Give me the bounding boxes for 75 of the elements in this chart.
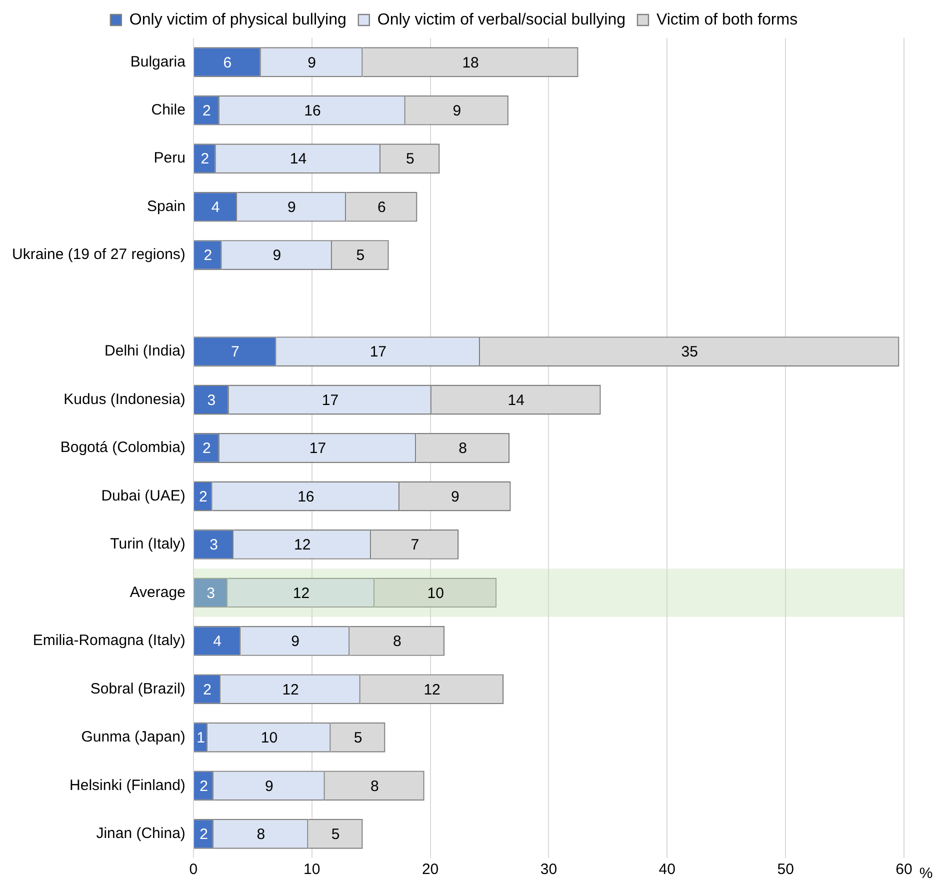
y-tick-label: Helsinki (Finland) bbox=[70, 776, 186, 794]
y-tick-label: Turin (Italy) bbox=[110, 536, 186, 553]
data-label: 1 bbox=[196, 730, 205, 747]
x-tick-label: 40 bbox=[658, 861, 676, 878]
y-tick-label: Spain bbox=[147, 198, 186, 215]
x-tick-label: 50 bbox=[777, 861, 794, 878]
data-label: 2 bbox=[200, 150, 210, 168]
data-label: 10 bbox=[427, 584, 444, 602]
data-label: 12 bbox=[292, 584, 310, 602]
data-label: 16 bbox=[304, 102, 321, 120]
data-label: 7 bbox=[410, 536, 420, 554]
y-tick-label: Average bbox=[130, 584, 186, 601]
y-tick-label: Chile bbox=[151, 101, 186, 118]
data-label: 12 bbox=[282, 681, 299, 698]
y-tick-label: Dubai (UAE) bbox=[101, 487, 186, 504]
data-label: 9 bbox=[452, 102, 462, 120]
data-label: 5 bbox=[354, 730, 362, 747]
data-label: 14 bbox=[290, 150, 307, 168]
x-tick-label: 20 bbox=[422, 861, 439, 878]
data-label: 2 bbox=[198, 488, 208, 506]
data-label: 8 bbox=[458, 440, 468, 458]
data-label: 7 bbox=[230, 344, 240, 361]
data-label: 2 bbox=[202, 440, 211, 458]
y-tick-label: Ukraine (19 of 27 regions) bbox=[12, 246, 186, 264]
data-label: 9 bbox=[308, 54, 316, 72]
data-label: 12 bbox=[424, 681, 440, 698]
x-tick-label: 0 bbox=[189, 861, 198, 878]
data-label: 6 bbox=[378, 198, 386, 216]
data-label: 2 bbox=[203, 681, 212, 698]
x-tick-label: 60 bbox=[896, 861, 912, 878]
y-tick-label: Peru bbox=[154, 150, 186, 167]
data-label: 4 bbox=[211, 198, 220, 216]
x-axis-title: % bbox=[919, 865, 933, 882]
data-label: 5 bbox=[331, 826, 340, 844]
data-label: 6 bbox=[223, 54, 232, 72]
data-label: 2 bbox=[200, 778, 208, 795]
y-tick-label: Bogotá (Colombia) bbox=[60, 439, 186, 456]
data-label: 5 bbox=[356, 247, 365, 264]
data-label: 35 bbox=[681, 344, 698, 361]
data-label: 12 bbox=[294, 536, 311, 554]
data-label: 9 bbox=[291, 633, 300, 650]
data-label: 10 bbox=[260, 730, 278, 747]
data-label: 9 bbox=[288, 198, 296, 216]
data-label: 14 bbox=[508, 392, 524, 409]
data-label: 8 bbox=[256, 826, 266, 844]
data-label: 9 bbox=[450, 488, 460, 506]
y-tick-label: Emilia-Romagna (Italy) bbox=[32, 632, 186, 650]
data-label: 8 bbox=[370, 778, 379, 795]
data-label: 16 bbox=[298, 488, 314, 506]
data-label: 2 bbox=[200, 826, 208, 844]
data-label: 5 bbox=[406, 150, 414, 168]
data-label: 9 bbox=[272, 247, 282, 264]
data-label: 2 bbox=[202, 102, 211, 120]
x-tick-label: 10 bbox=[304, 861, 320, 878]
legend-label: Only victim of physical bullying bbox=[129, 11, 346, 28]
legend-label: Only victim of verbal/social bullying bbox=[377, 11, 626, 28]
data-label: 4 bbox=[213, 633, 222, 650]
y-tick-label: Jinan (China) bbox=[96, 825, 186, 842]
data-label: 17 bbox=[322, 392, 339, 409]
data-label: 9 bbox=[265, 778, 274, 795]
y-tick-label: Sobral (Brazil) bbox=[90, 680, 186, 698]
y-tick-label: Kudus (Indonesia) bbox=[64, 390, 186, 408]
y-tick-label: Bulgaria bbox=[130, 53, 186, 70]
x-tick-label: 30 bbox=[540, 861, 558, 878]
data-label: 3 bbox=[210, 536, 218, 554]
data-label: 17 bbox=[309, 440, 326, 458]
data-label: 8 bbox=[392, 633, 402, 650]
y-tick-label: Delhi (India) bbox=[104, 342, 186, 360]
data-label: 2 bbox=[204, 247, 212, 264]
data-label: 3 bbox=[206, 584, 216, 602]
data-label: 18 bbox=[462, 54, 479, 72]
data-label: 3 bbox=[207, 392, 216, 409]
legend-label: Victim of both forms bbox=[656, 11, 798, 28]
data-label: 17 bbox=[370, 344, 387, 361]
y-tick-label: Gunma (Japan) bbox=[81, 728, 186, 746]
